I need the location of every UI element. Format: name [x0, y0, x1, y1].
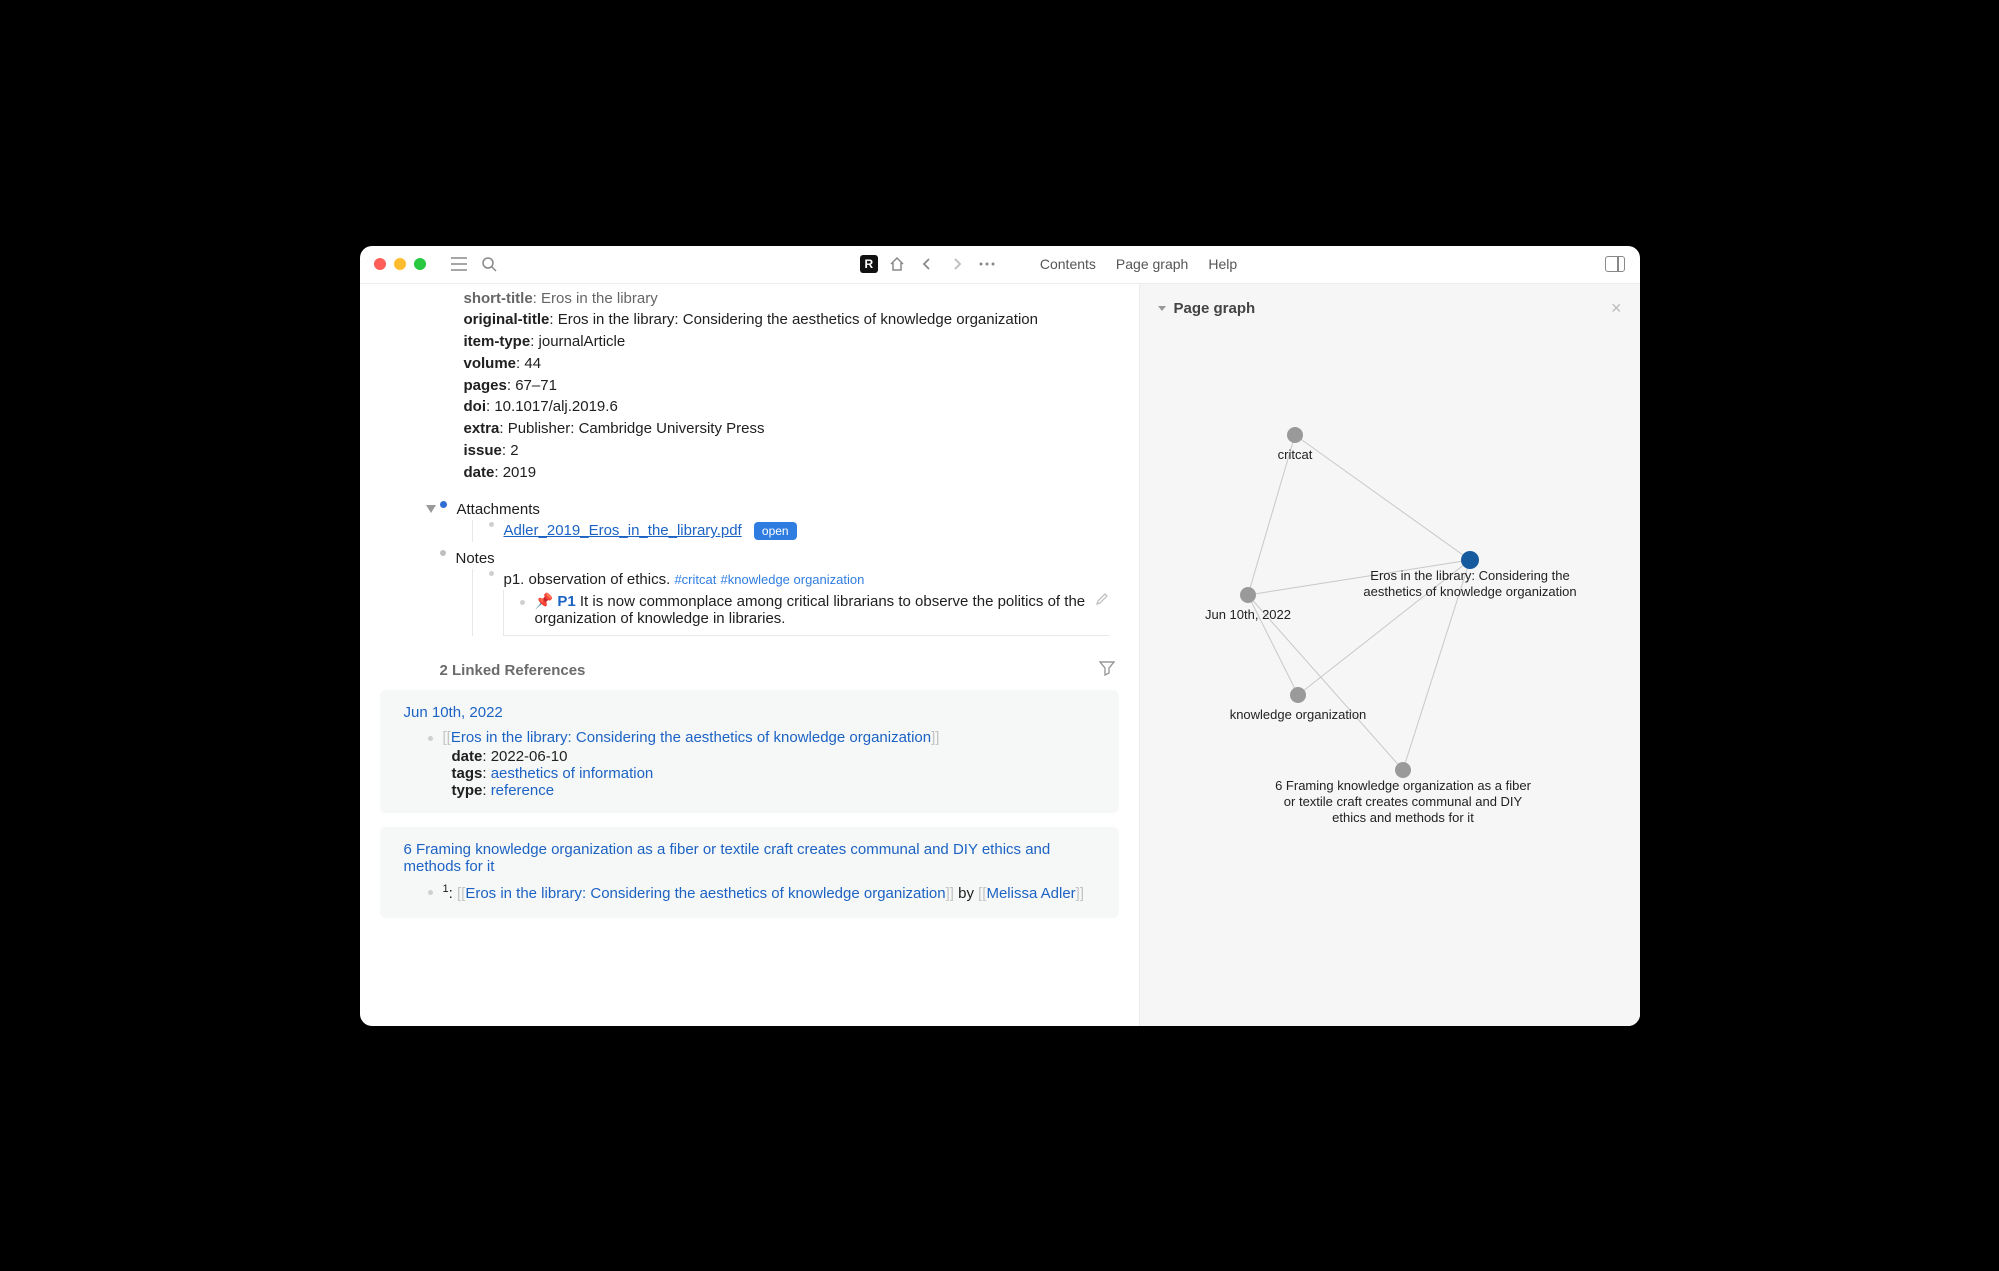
- meta-doi: doi: 10.1017/alj.2019.6: [464, 396, 1109, 418]
- attachment-file-link[interactable]: Adler_2019_Eros_in_the_library.pdf: [504, 522, 742, 539]
- sidebar-title: Page graph: [1174, 300, 1603, 317]
- app-logo: R: [860, 255, 878, 273]
- main-content: short-title: Eros in the library origina…: [360, 284, 1140, 1026]
- reference-card: Jun 10th, 2022 [[Eros in the library: Co…: [380, 690, 1119, 813]
- meta-date: date: 2019: [464, 462, 1109, 484]
- window-controls: [374, 258, 426, 270]
- bullet-icon: [428, 736, 433, 741]
- note-line[interactable]: p1. observation of ethics. #critcat #kno…: [504, 571, 1109, 588]
- menu-icon[interactable]: [448, 253, 470, 275]
- reference-page-link[interactable]: [[Eros in the library: Considering the a…: [443, 729, 940, 746]
- close-window-button[interactable]: [374, 258, 386, 270]
- reference-citation[interactable]: 1: [[Eros in the library: Considering th…: [443, 883, 1085, 902]
- linked-references: 2 Linked References Jun 10th, 2022 [[Ero…: [360, 640, 1139, 918]
- bullet-icon: [520, 600, 525, 605]
- meta-issue: issue: 2: [464, 440, 1109, 462]
- pin-icon: 📌: [535, 593, 554, 610]
- note-quote-block[interactable]: 📌 P1 It is now commonplace among critica…: [535, 592, 1109, 627]
- nav-page-graph[interactable]: Page graph: [1110, 256, 1194, 272]
- meta-short-title: short-title: Eros in the library: [464, 288, 1109, 310]
- reference-meta-type: type: reference: [404, 782, 1101, 799]
- search-icon[interactable]: [478, 253, 500, 275]
- minimize-window-button[interactable]: [394, 258, 406, 270]
- sidebar: Page graph × critcat Eros in the library:…: [1140, 284, 1640, 1026]
- tag-link[interactable]: aesthetics of information: [491, 765, 654, 782]
- meta-volume: volume: 44: [464, 353, 1109, 375]
- meta-item-type: item-type: journalArticle: [464, 331, 1109, 353]
- app-window: R Contents Page graph Help short-title: …: [360, 246, 1640, 1026]
- attachments-section: Attachments Adler_2019_Eros_in_the_libra…: [360, 493, 1139, 546]
- bullet-icon: [489, 571, 494, 576]
- reference-meta-date: date: 2022-06-10: [404, 748, 1101, 765]
- edit-icon[interactable]: [1095, 592, 1109, 610]
- graph-node-label: knowledge organization: [1229, 707, 1366, 722]
- meta-extra: extra: Publisher: Cambridge University P…: [464, 418, 1109, 440]
- back-button[interactable]: [916, 253, 938, 275]
- author-link[interactable]: Melissa Adler: [986, 885, 1075, 902]
- bullet-icon: [440, 501, 447, 508]
- page-graph-canvas[interactable]: critcat Eros in the library: Considering …: [1140, 333, 1640, 1026]
- reference-meta-tags: tags: aesthetics of information: [404, 765, 1101, 782]
- metadata-block: short-title: Eros in the library origina…: [360, 288, 1139, 494]
- graph-node[interactable]: [1287, 427, 1303, 443]
- graph-node[interactable]: [1290, 687, 1306, 703]
- maximize-window-button[interactable]: [414, 258, 426, 270]
- titlebar: R Contents Page graph Help: [360, 246, 1640, 284]
- bullet-icon: [489, 522, 494, 527]
- panel-toggle-icon[interactable]: [1604, 253, 1626, 275]
- bullet-icon: [428, 890, 433, 895]
- notes-section: Notes p1. observation of ethics. #critca…: [360, 546, 1139, 640]
- tag-knowledge-organization[interactable]: #knowledge organization: [721, 572, 865, 587]
- attachments-heading[interactable]: Attachments: [457, 501, 540, 518]
- graph-node[interactable]: [1240, 587, 1256, 603]
- notes-heading[interactable]: Notes: [456, 550, 495, 567]
- graph-node-label: Jun 10th, 2022: [1204, 607, 1290, 622]
- close-icon[interactable]: ×: [1611, 298, 1622, 319]
- more-icon[interactable]: [976, 253, 998, 275]
- meta-original-title: original-title: Eros in the library: Con…: [464, 309, 1109, 331]
- meta-pages: pages: 67–71: [464, 375, 1109, 397]
- graph-node-label: 6 Framing knowledge organization as a fi…: [1275, 778, 1531, 825]
- nav-help[interactable]: Help: [1202, 256, 1243, 272]
- filter-icon[interactable]: [1099, 660, 1115, 680]
- sidebar-header: Page graph ×: [1140, 284, 1640, 333]
- bullet-icon: [440, 550, 446, 556]
- tag-critcat[interactable]: #critcat: [674, 572, 716, 587]
- open-attachment-button[interactable]: open: [754, 522, 797, 540]
- forward-button[interactable]: [946, 253, 968, 275]
- reference-card: 6 Framing knowledge organization as a fi…: [380, 827, 1119, 918]
- reference-title-link[interactable]: 6 Framing knowledge organization as a fi…: [404, 841, 1101, 875]
- graph-node-label: Eros in the library: Considering theaest…: [1363, 568, 1576, 599]
- graph-node[interactable]: [1395, 762, 1411, 778]
- graph-node[interactable]: [1461, 551, 1479, 569]
- graph-node-label: critcat: [1277, 447, 1312, 462]
- p1-label: P1: [557, 593, 575, 610]
- type-link[interactable]: reference: [491, 782, 554, 799]
- reference-title-link[interactable]: Jun 10th, 2022: [404, 704, 1101, 721]
- nav-contents[interactable]: Contents: [1034, 256, 1102, 272]
- collapse-icon[interactable]: [1158, 306, 1166, 311]
- home-icon[interactable]: [886, 253, 908, 275]
- linked-references-heading[interactable]: 2 Linked References: [440, 662, 586, 679]
